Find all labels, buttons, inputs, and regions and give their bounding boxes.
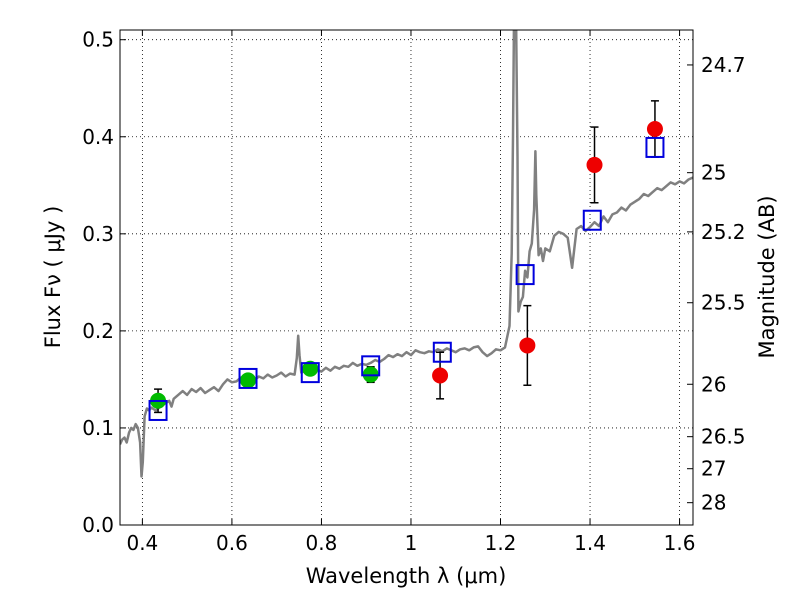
sed-model-line bbox=[120, 30, 693, 478]
y2-tick-label: 25 bbox=[701, 161, 726, 185]
model-square bbox=[238, 367, 258, 389]
y2-tick-label: 27 bbox=[701, 457, 726, 481]
x-tick-label: 1.6 bbox=[664, 531, 696, 555]
y-tick-label: 0.0 bbox=[82, 513, 114, 537]
y-tick-label: 0.4 bbox=[82, 125, 114, 149]
y2-axis-label: Magnitude (AB) bbox=[755, 195, 779, 358]
red-point bbox=[519, 337, 536, 354]
y2-tick-label: 28 bbox=[701, 491, 726, 515]
red-point bbox=[586, 156, 603, 173]
y-axis-label: Flux Fν ( μJy ) bbox=[41, 206, 65, 349]
y2-tick-label: 26 bbox=[701, 372, 726, 396]
plot-frame bbox=[119, 29, 694, 526]
y-tick-label: 0.3 bbox=[82, 222, 114, 246]
x-tick-label: 0.6 bbox=[216, 531, 248, 555]
model-square bbox=[148, 399, 168, 421]
y2-tick-label: 26.5 bbox=[701, 425, 746, 449]
model-square bbox=[515, 264, 535, 286]
y2-tick-label: 24.7 bbox=[701, 53, 746, 77]
data-marks bbox=[148, 100, 665, 421]
x-tick-label: 1.4 bbox=[574, 531, 606, 555]
x-tick-label: 0.4 bbox=[126, 531, 158, 555]
x-tick-label: 1.2 bbox=[485, 531, 517, 555]
x-tick-label: 0.8 bbox=[306, 531, 338, 555]
x-axis-label: Wavelength λ (μm) bbox=[306, 564, 507, 588]
y-tick-label: 0.1 bbox=[82, 416, 114, 440]
x-tick-label: 1 bbox=[405, 531, 418, 555]
y-tick-label: 0.2 bbox=[82, 319, 114, 343]
red-point bbox=[646, 121, 663, 137]
sed-model-layer bbox=[120, 30, 693, 478]
model-square bbox=[300, 362, 320, 384]
model-square bbox=[432, 341, 452, 363]
y2-tick-label: 25.5 bbox=[701, 291, 746, 315]
red-point bbox=[432, 367, 449, 384]
y2-tick-label: 25.2 bbox=[701, 220, 746, 244]
axis-ticks: 0.4 0.6 0.8 1 1.2 1.4 1.6 0.0 0.1 0.2 0.3 0.4 0.5 24.… bbox=[82, 28, 745, 555]
y-tick-label: 0.5 bbox=[82, 28, 114, 52]
model-square bbox=[582, 209, 602, 231]
model-square bbox=[361, 355, 381, 377]
green-point bbox=[240, 372, 257, 389]
model-square bbox=[645, 136, 665, 158]
